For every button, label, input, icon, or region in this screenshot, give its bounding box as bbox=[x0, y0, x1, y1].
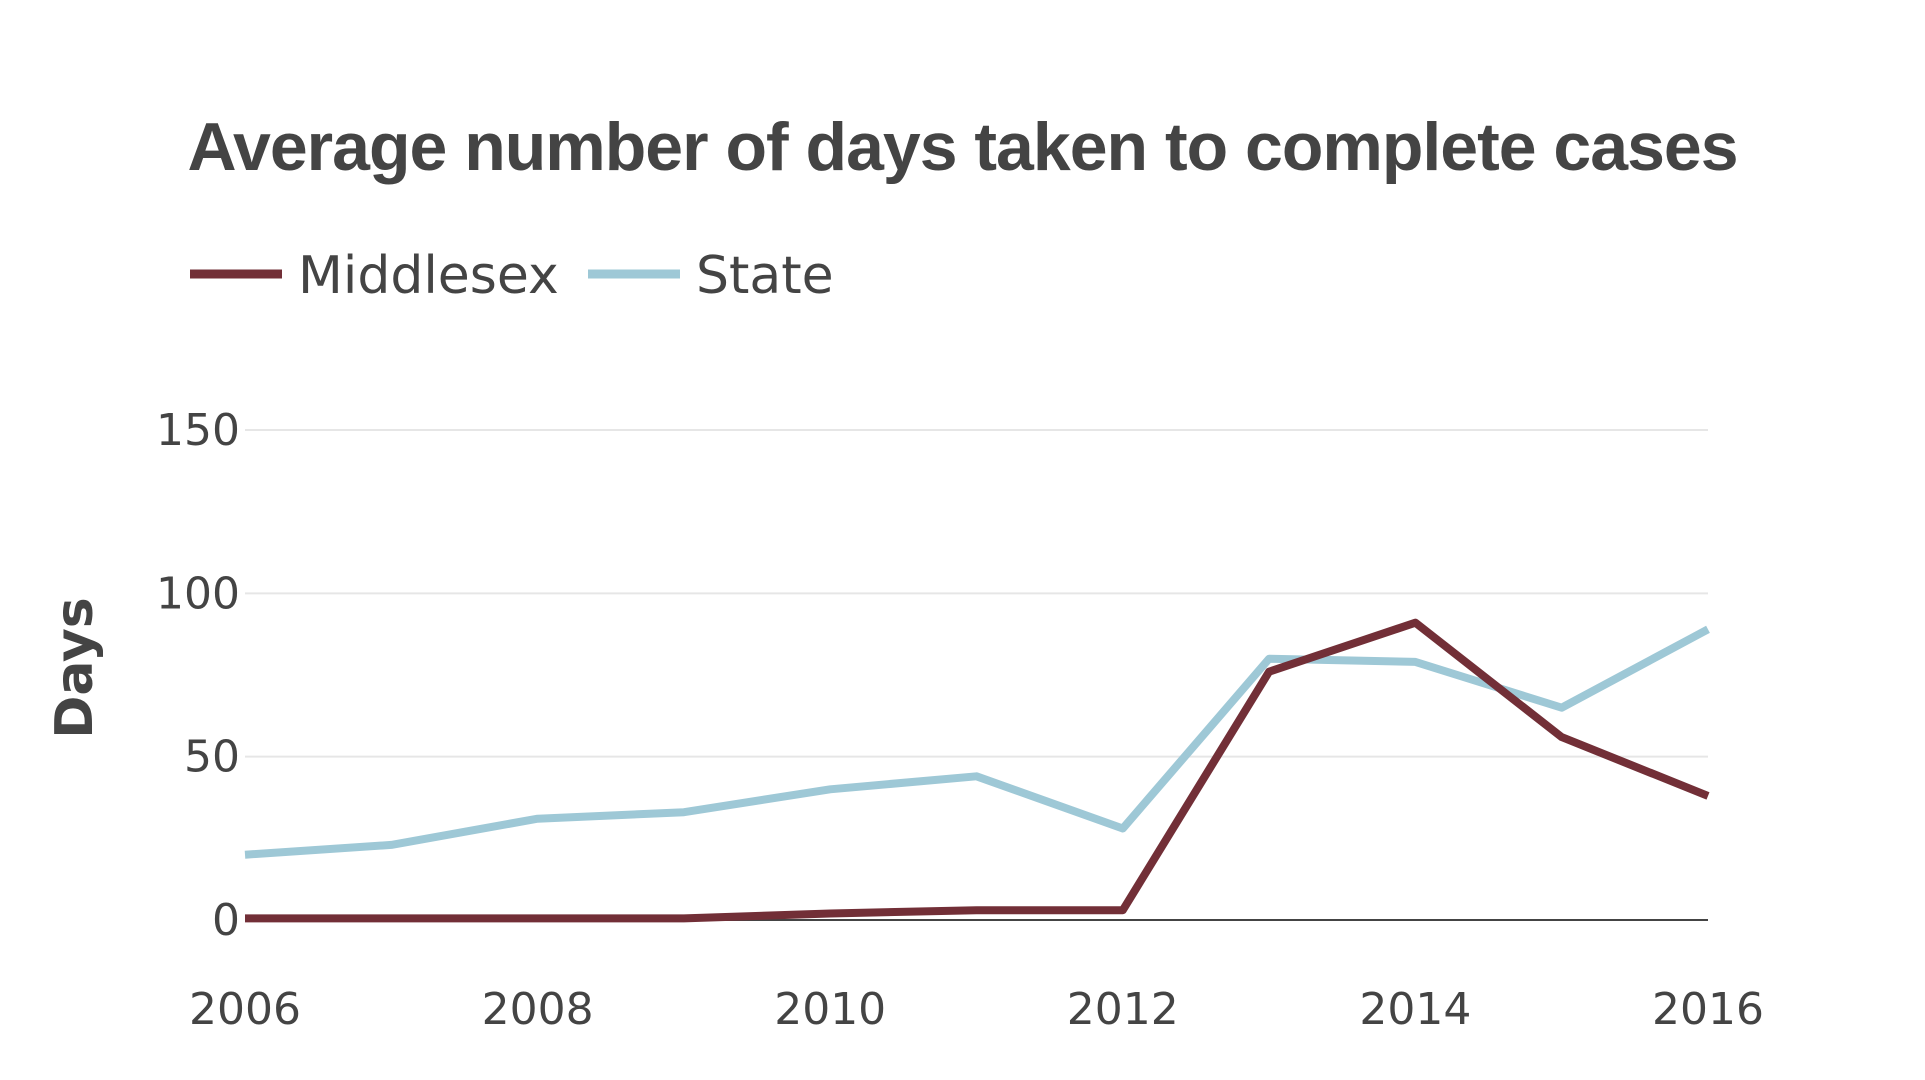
x-tick-2006: 2006 bbox=[189, 984, 301, 1035]
x-tick-2014: 2014 bbox=[1359, 984, 1471, 1035]
legend-label-middlesex: Middlesex bbox=[298, 246, 559, 306]
y-tick-100: 100 bbox=[156, 568, 240, 619]
legend: Middlesex State bbox=[190, 246, 834, 306]
y-tick-labels: 0 50 100 150 bbox=[156, 405, 240, 946]
series-lines bbox=[244, 618, 1710, 923]
y-axis-label: Days bbox=[45, 597, 105, 739]
x-tick-2010: 2010 bbox=[774, 984, 886, 1035]
chart-title: Average number of days taken to complete… bbox=[187, 109, 1738, 185]
x-tick-labels: 2006 2008 2010 2012 2014 2016 bbox=[189, 984, 1764, 1035]
x-tick-2008: 2008 bbox=[482, 984, 594, 1035]
series-line-middlesex bbox=[245, 618, 1710, 923]
y-tick-50: 50 bbox=[184, 732, 240, 783]
x-tick-2012: 2012 bbox=[1067, 984, 1179, 1035]
legend-label-state: State bbox=[696, 246, 834, 306]
x-tick-2016: 2016 bbox=[1652, 984, 1764, 1035]
y-tick-150: 150 bbox=[156, 405, 240, 456]
series-line-state bbox=[244, 625, 1710, 859]
y-tick-0: 0 bbox=[212, 895, 240, 946]
